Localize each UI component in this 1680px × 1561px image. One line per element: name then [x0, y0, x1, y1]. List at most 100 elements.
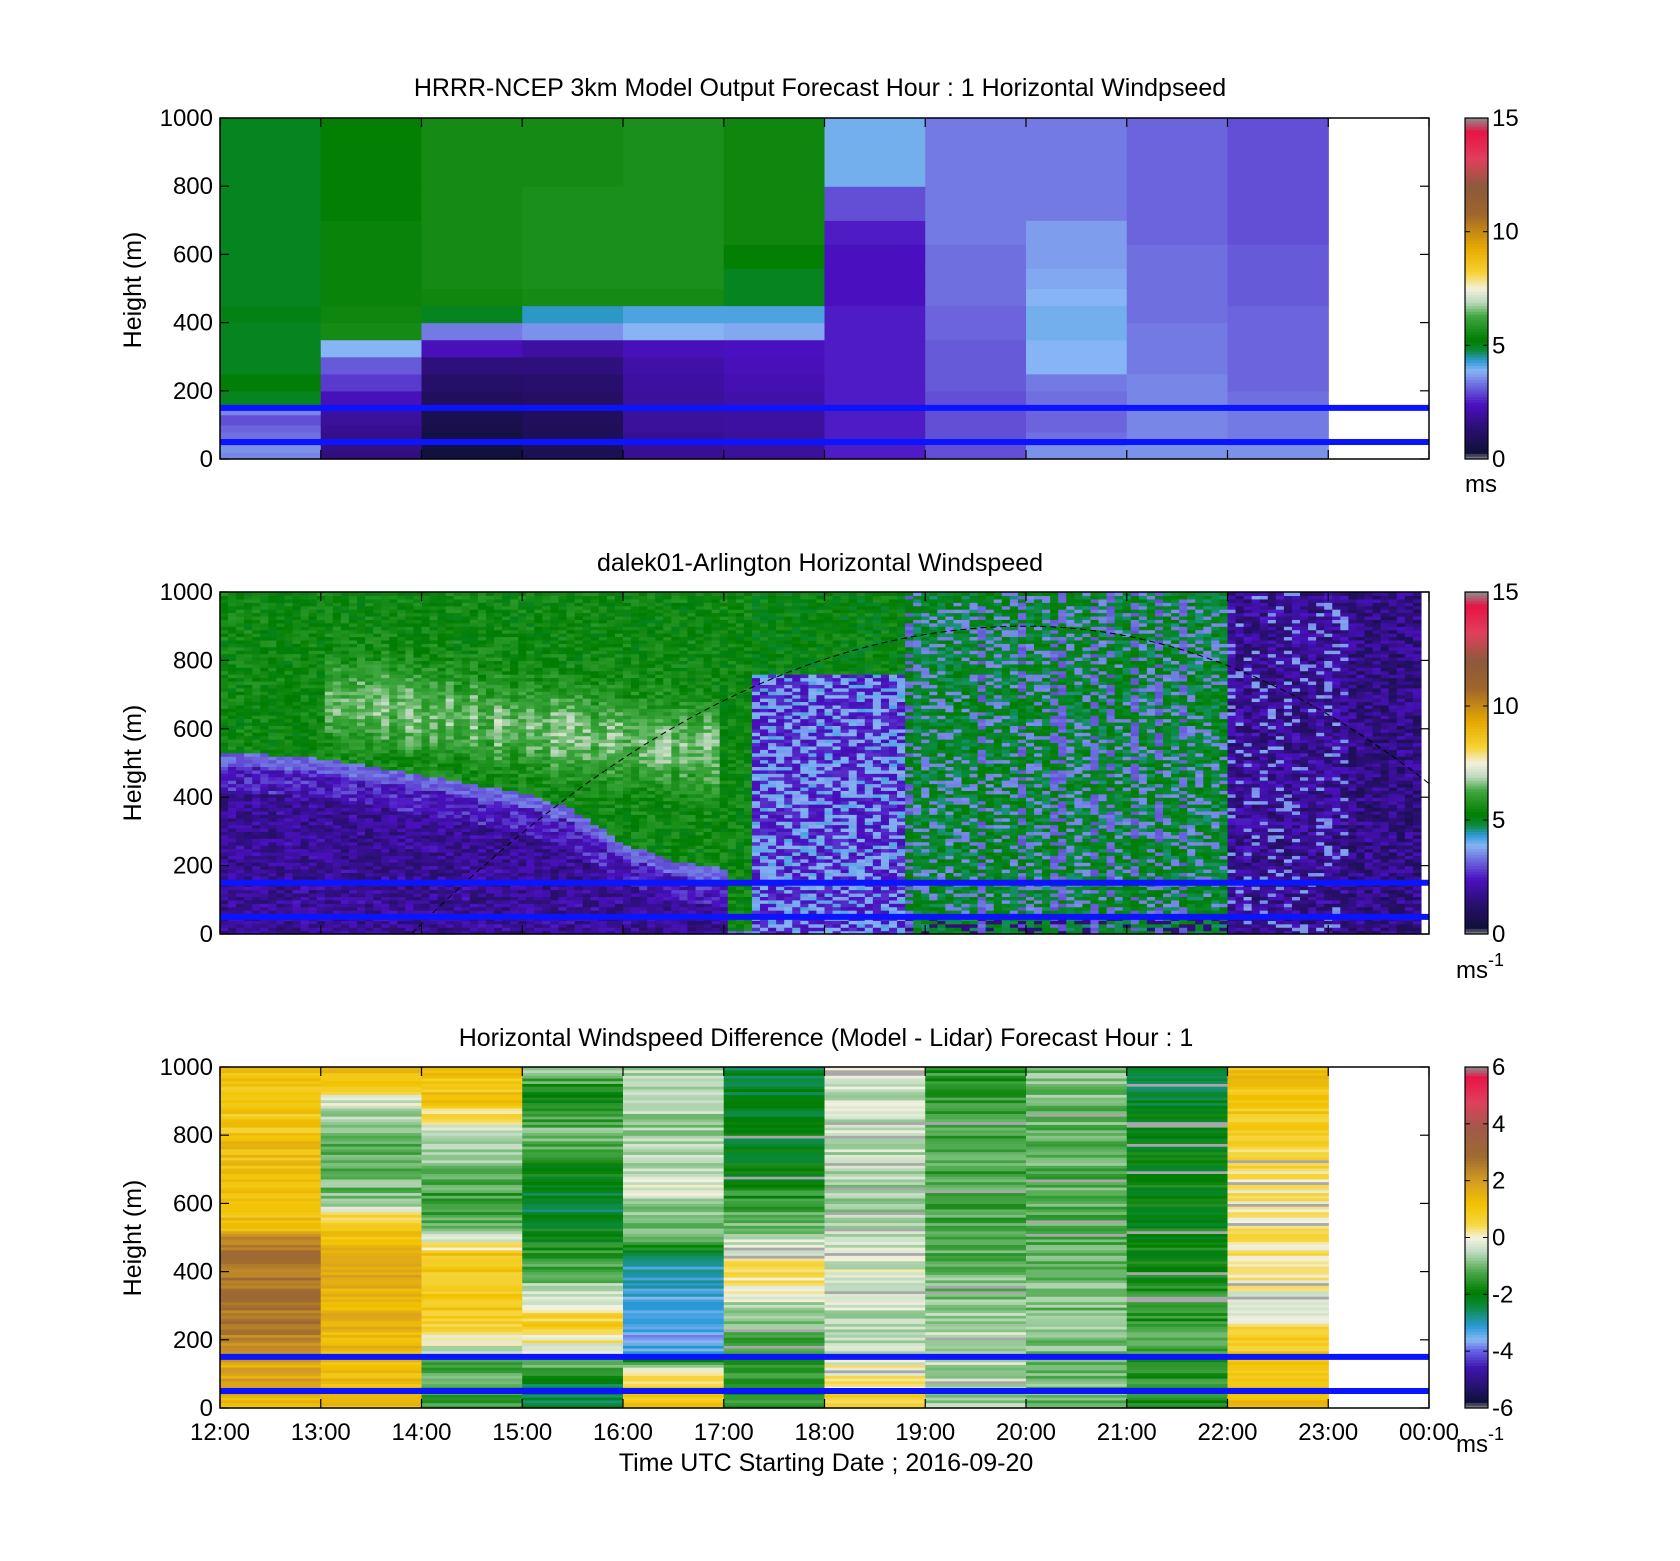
heat-cell [502, 592, 511, 597]
heat-cell [550, 920, 560, 925]
heat-cell [494, 766, 503, 771]
heat-cell [268, 831, 278, 836]
heat-cell [582, 732, 592, 737]
heat-cell [494, 636, 503, 641]
heat-cell [453, 602, 463, 607]
heat-cell [558, 831, 568, 836]
heat-cell [252, 769, 261, 774]
heat-cell [324, 653, 334, 658]
heat-cell [357, 845, 366, 850]
colorbar-swatch [1465, 225, 1488, 230]
heat-cell [405, 595, 415, 600]
heat-cell [276, 851, 286, 856]
heat-cell [300, 735, 310, 740]
heat-cell [582, 715, 592, 720]
heat-cell [357, 899, 366, 904]
heat-cell [348, 899, 358, 904]
heat-cell [220, 598, 229, 603]
heat-cell [550, 838, 560, 843]
heat-cell [510, 598, 519, 603]
heat-cell [332, 845, 342, 850]
heat-cell [558, 749, 568, 754]
heat-cell [550, 831, 560, 836]
heat-cell [340, 814, 350, 819]
heat-cell [220, 858, 229, 863]
heat-cell [824, 431, 926, 440]
heat-cell [502, 851, 511, 856]
heat-cell [566, 855, 576, 860]
heat-cell [284, 899, 294, 904]
heat-cell [502, 650, 511, 655]
heat-cell [284, 800, 294, 805]
heat-cell [582, 684, 592, 689]
heat-cell [518, 721, 527, 726]
heat-cell [373, 742, 382, 747]
heat-cell [429, 903, 439, 908]
heat-cell [292, 930, 302, 935]
heat-cell [252, 687, 261, 692]
heat-cell [236, 824, 245, 829]
heat-cell [534, 639, 543, 644]
heat-cell [469, 629, 479, 634]
heat-cell [373, 660, 382, 665]
heat-cell [421, 790, 431, 795]
heat-cell [357, 643, 366, 648]
heat-cell [477, 824, 487, 829]
heat-cell [1126, 244, 1229, 269]
heat-cell [324, 903, 334, 908]
heat-cell [526, 838, 535, 843]
heat-cell [381, 903, 390, 908]
heat-cell [316, 615, 326, 620]
heat-cell [574, 663, 584, 668]
heat-cell [397, 814, 406, 819]
heat-cell [485, 615, 495, 620]
heat-cell [421, 920, 431, 925]
heat-cell [445, 687, 455, 692]
colorbar-swatch [1465, 265, 1488, 270]
heat-cell [437, 920, 447, 925]
heat-cell [252, 838, 261, 843]
heat-cell [332, 851, 342, 856]
heat-cell [228, 622, 237, 627]
heat-cell [357, 807, 366, 812]
heat-cell [373, 745, 382, 750]
heat-cell [236, 728, 245, 733]
heat-cell [220, 790, 229, 795]
heat-cell [292, 862, 302, 867]
heat-cell [308, 838, 318, 843]
heat-cell [582, 810, 592, 815]
heat-cell [510, 824, 519, 829]
heat-cell [1026, 220, 1128, 245]
heat-cell [445, 639, 455, 644]
heat-cell [244, 677, 253, 682]
heat-cell [469, 749, 479, 754]
heat-cell [437, 872, 447, 877]
heat-cell [348, 663, 358, 668]
heat-cell [485, 759, 495, 764]
heat-cell [348, 814, 358, 819]
heat-cell [824, 118, 926, 187]
heat-cell [405, 605, 415, 610]
heat-cell [534, 763, 543, 768]
heat-cell [357, 598, 366, 603]
heat-cell [316, 855, 326, 860]
heat-cell [558, 629, 568, 634]
heat-cell [365, 701, 374, 706]
heat-cell [429, 684, 439, 689]
heat-cell [348, 769, 358, 774]
colorbar-swatch [1465, 166, 1488, 170]
heat-cell [485, 656, 495, 661]
heat-cell [308, 752, 318, 757]
heat-cell [477, 615, 487, 620]
heat-cell [429, 821, 439, 826]
heat-cell [542, 899, 552, 904]
heat-cell [558, 602, 568, 607]
heat-cell [308, 769, 318, 774]
heat-cell [413, 739, 423, 744]
heat-cell [413, 769, 423, 774]
heat-cell [534, 827, 543, 832]
heat-cell [477, 827, 487, 832]
heat-cell [389, 821, 398, 826]
heat-cell [558, 656, 568, 661]
heat-cell [429, 773, 439, 778]
